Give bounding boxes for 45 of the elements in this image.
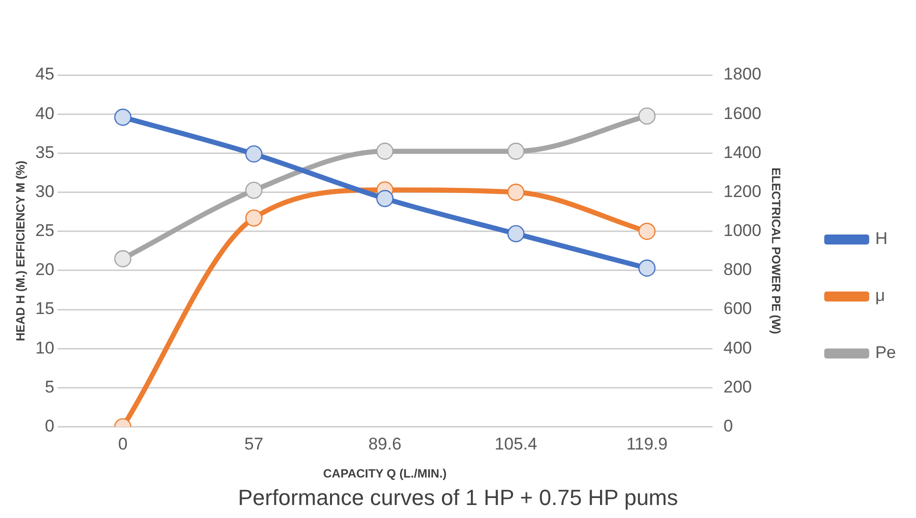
y-tick-label: 20 <box>35 260 54 280</box>
y2-tick-label: 600 <box>723 299 752 318</box>
y-tick-label: 40 <box>35 104 54 123</box>
point <box>245 145 262 163</box>
y-tick-label: 10 <box>35 338 54 358</box>
y2-tick-label: 1000 <box>723 221 762 240</box>
y2-tick-label: 1200 <box>723 182 762 201</box>
y-tick-label: 0 <box>44 416 54 436</box>
point <box>507 142 525 160</box>
point <box>114 108 132 126</box>
y-tick-label: 15 <box>35 299 54 318</box>
y-tick-label: 5 <box>44 377 54 396</box>
x-tick-label: 0 <box>118 434 128 454</box>
y2-tick-label: 1600 <box>723 104 762 123</box>
x-tick-label: 119.9 <box>626 434 668 454</box>
point <box>507 184 525 201</box>
x-axis-title: CAPACITY Q (L./MIN.) <box>323 466 447 481</box>
point <box>114 250 132 268</box>
y-tick-label: 45 <box>35 64 54 84</box>
y2-tick-label: 1800 <box>723 64 762 84</box>
x-tick-label: 89.6 <box>368 434 402 454</box>
point <box>638 107 656 125</box>
point <box>245 182 262 199</box>
y2-tick-label: 200 <box>723 377 752 396</box>
point <box>376 142 394 160</box>
y2-tick-label: 400 <box>723 338 752 358</box>
point <box>638 222 656 240</box>
point <box>507 225 525 242</box>
y2-tick-label: 0 <box>723 416 733 436</box>
y2-tick-label: 800 <box>723 260 752 280</box>
x-tick-label: 105.4 <box>494 434 538 454</box>
legend-label: H <box>875 229 888 248</box>
y2-tick-label: 1400 <box>723 142 762 162</box>
y-tick-label: 30 <box>35 182 54 201</box>
y-axis-title: HEAD H (M.) EFFICIENCY M (%) <box>14 160 28 342</box>
point <box>638 260 656 277</box>
point <box>245 209 262 227</box>
y2-axis-title: ELECTRICAL POWER PE (W) <box>769 168 784 334</box>
text: Performance curves of 1 HP + 0.75 HP pums <box>238 484 678 510</box>
y-tick-label: 35 <box>35 142 54 162</box>
x-tick-label: 57 <box>244 434 264 454</box>
legend-label: Pe <box>875 343 896 362</box>
point <box>376 190 394 208</box>
y-tick-label: 25 <box>35 221 54 240</box>
legend-label: μ <box>875 286 886 306</box>
